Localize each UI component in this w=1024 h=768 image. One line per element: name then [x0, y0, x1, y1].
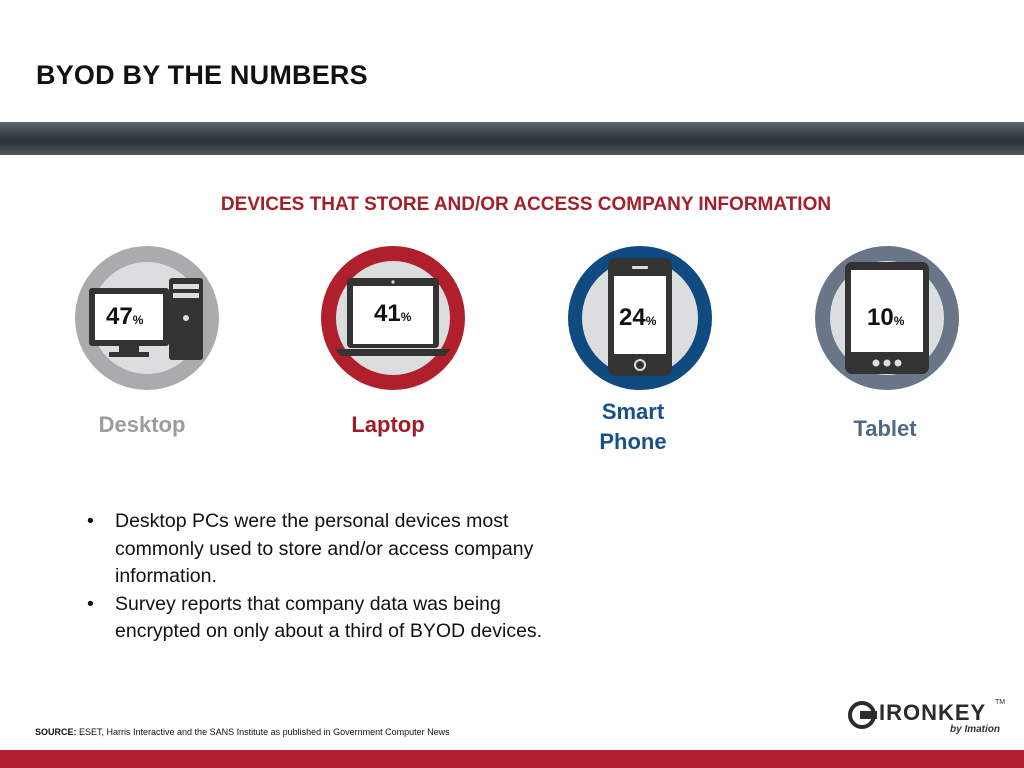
smartphone-label-line2: Phone: [599, 429, 667, 454]
desktop-icon: [75, 246, 219, 390]
smartphone-percent: 24%: [619, 306, 656, 333]
laptop-icon: [321, 246, 465, 390]
tablet-percent: 10%: [867, 306, 904, 333]
source-note: SOURCE: ESET, Harris Interactive and the…: [35, 727, 450, 737]
logo-word: IRONKEY: [879, 700, 987, 725]
smartphone-unit: %: [645, 314, 657, 328]
slide-title: BYOD BY THE NUMBERS: [36, 60, 368, 90]
smartphone-icon: [568, 246, 712, 390]
laptop-label: Laptop: [351, 412, 425, 437]
smartphone-label-line1: Smart: [601, 399, 665, 424]
laptop-unit: %: [400, 310, 412, 324]
tablet-value: 10: [867, 304, 894, 331]
slide-subtitle: DEVICES THAT STORE AND/OR ACCESS COMPANY…: [220, 194, 832, 215]
laptop-device-tile: 41%: [321, 246, 465, 390]
smartphone-value: 24: [619, 304, 646, 331]
tablet-label: Tablet: [853, 416, 917, 441]
bullet-item: Survey reports that company data was bei…: [85, 591, 585, 646]
bullet-item: Desktop PCs were the personal devices mo…: [85, 508, 585, 591]
source-prefix: SOURCE:: [35, 727, 77, 737]
desktop-value: 47: [106, 303, 133, 330]
logo-tm: TM: [995, 699, 1006, 706]
desktop-unit: %: [132, 313, 144, 327]
tablet-device-tile: 10%: [815, 246, 959, 390]
ironkey-logo: IRONKEY TM by Imation: [845, 697, 1010, 739]
desktop-label: Desktop: [98, 412, 186, 437]
desktop-percent: 47%: [106, 305, 143, 332]
header-band: [0, 122, 1024, 155]
desktop-device-tile: 47%: [75, 246, 219, 390]
source-text: ESET, Harris Interactive and the SANS In…: [76, 727, 450, 737]
laptop-percent: 41%: [374, 302, 411, 329]
logo-subtext: by Imation: [950, 724, 1001, 735]
footer-bar: [0, 750, 1024, 768]
smartphone-device-tile: 24%: [568, 246, 712, 390]
smartphone-label: Smart Phone: [566, 397, 700, 457]
laptop-value: 41: [374, 300, 401, 327]
bullet-list: Desktop PCs were the personal devices mo…: [85, 508, 585, 646]
tablet-icon: [815, 246, 959, 390]
tablet-unit: %: [893, 314, 905, 328]
key-icon: [848, 701, 877, 729]
